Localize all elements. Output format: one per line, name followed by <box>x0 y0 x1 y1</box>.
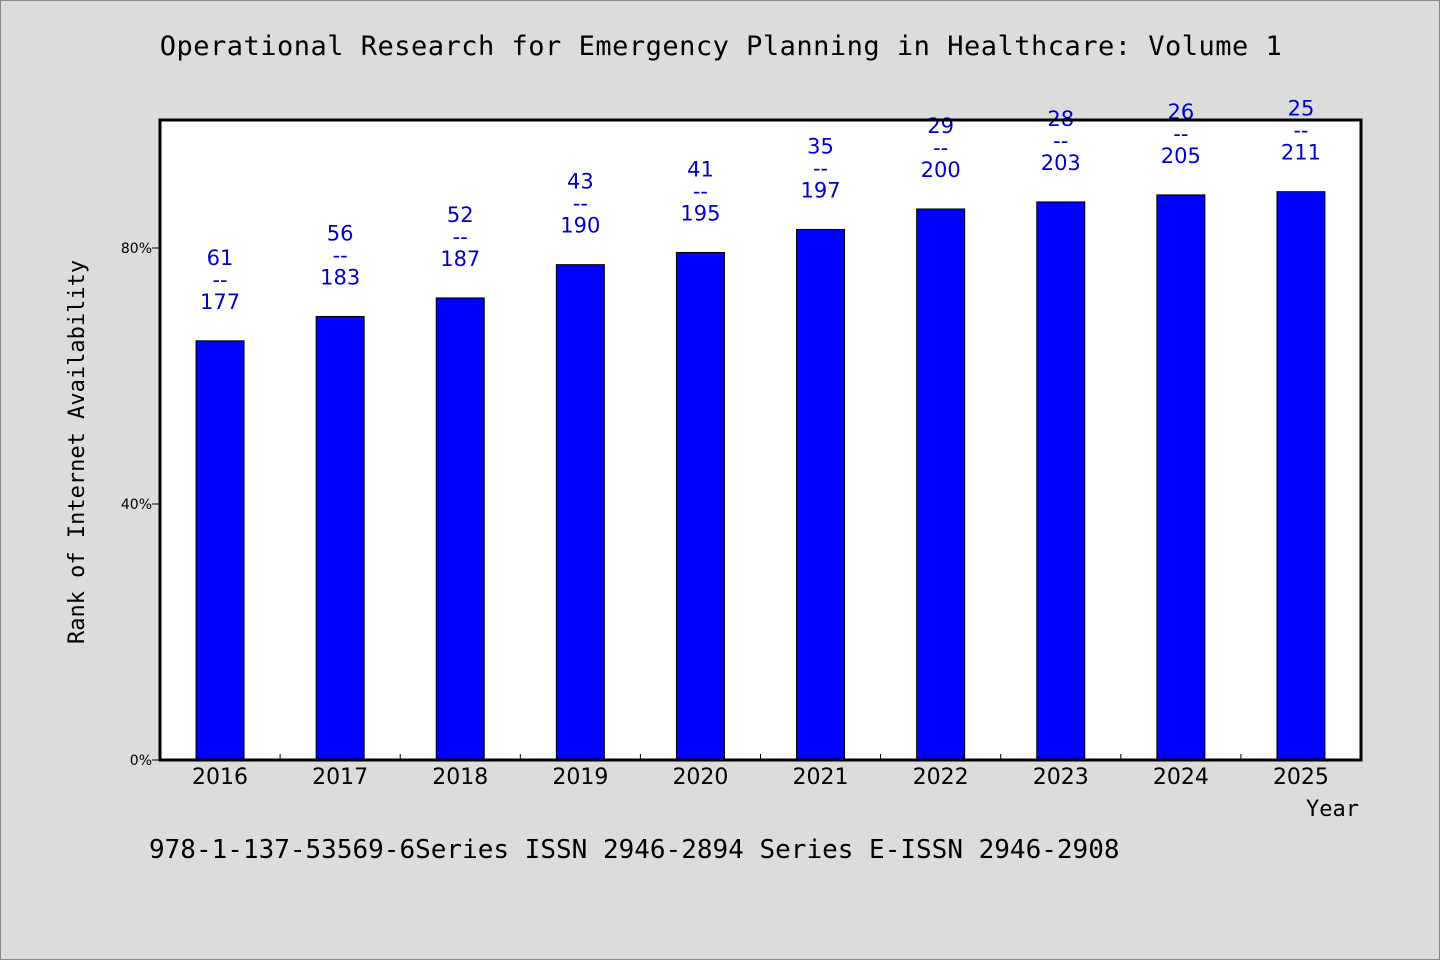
x-axis-label: Year <box>1306 797 1359 822</box>
label-sep-2019: -- <box>573 192 588 216</box>
label-bottom-2019: 190 <box>560 214 600 238</box>
bar-2021 <box>796 228 846 761</box>
x-tick-label-2016: 2016 <box>192 765 248 790</box>
label-top-2017: 56 <box>327 221 354 245</box>
x-tick-label-2017: 2017 <box>312 765 368 790</box>
y-tick-label-80%: 80% <box>121 241 152 257</box>
label-sep-2017: -- <box>333 243 348 267</box>
chart-title: Operational Research for Emergency Plann… <box>159 31 1283 62</box>
label-sep-2020: -- <box>693 179 708 203</box>
bar-2017 <box>315 315 365 761</box>
x-axis: 2016 2017 2018 2019 2020 2021 2022 2023 2024 2025 <box>192 754 1329 790</box>
x-tick-label-2020: 2020 <box>672 765 728 790</box>
label-top-2016: 61 <box>207 246 234 270</box>
label-sep-2023: -- <box>1053 129 1068 153</box>
label-bottom-2024: 205 <box>1161 144 1201 168</box>
bar-2018 <box>435 297 485 761</box>
label-bottom-2021: 197 <box>801 178 841 202</box>
label-sep-2021: -- <box>813 156 828 180</box>
bar-2020 <box>675 251 725 761</box>
bar-2019 <box>555 264 605 761</box>
label-bottom-2017: 183 <box>320 265 360 289</box>
bar-2024 <box>1156 194 1206 761</box>
label-bottom-2016: 177 <box>200 290 240 314</box>
bar-2022 <box>916 208 966 761</box>
label-bottom-2020: 195 <box>680 201 720 225</box>
footer-text: 978-1-137-53569-6Series ISSN 2946-2894 S… <box>149 835 1120 865</box>
bars-group <box>195 191 1326 761</box>
label-top-2020: 41 <box>687 157 714 181</box>
x-tick-label-2021: 2021 <box>793 765 849 790</box>
x-tick-label-2025: 2025 <box>1273 765 1329 790</box>
label-top-2025: 25 <box>1288 97 1315 121</box>
label-bottom-2025: 211 <box>1281 141 1321 165</box>
label-sep-2016: -- <box>212 268 227 292</box>
y-tick-label-40%: 40% <box>121 497 152 513</box>
x-tick-label-2019: 2019 <box>552 765 608 790</box>
label-bottom-2022: 200 <box>921 158 961 182</box>
bar-2025 <box>1276 191 1326 761</box>
x-tick-label-2018: 2018 <box>432 765 488 790</box>
label-sep-2024: -- <box>1173 122 1188 146</box>
label-top-2022: 29 <box>927 114 954 138</box>
label-top-2018: 52 <box>447 203 474 227</box>
bar-2016 <box>195 340 245 761</box>
y-axis-label: Rank of Internet Availability <box>65 260 90 644</box>
label-sep-2022: -- <box>933 136 948 160</box>
plot-border <box>158 118 1363 762</box>
label-top-2019: 43 <box>567 170 594 194</box>
label-sep-2025: -- <box>1293 119 1308 143</box>
label-sep-2018: -- <box>453 225 468 249</box>
label-top-2021: 35 <box>807 134 834 158</box>
label-bottom-2018: 187 <box>440 247 480 271</box>
y-axis: 0% 40% 80% <box>121 241 160 769</box>
data-labels-group: 61--17756--18352--18743--19041--19535--1… <box>200 97 1321 314</box>
x-tick-label-2023: 2023 <box>1033 765 1089 790</box>
x-tick-label-2024: 2024 <box>1153 765 1209 790</box>
label-bottom-2023: 203 <box>1041 151 1081 175</box>
x-tick-label-2022: 2022 <box>913 765 969 790</box>
bar-2023 <box>1036 201 1086 761</box>
y-tick-label-0%: 0% <box>130 753 152 769</box>
